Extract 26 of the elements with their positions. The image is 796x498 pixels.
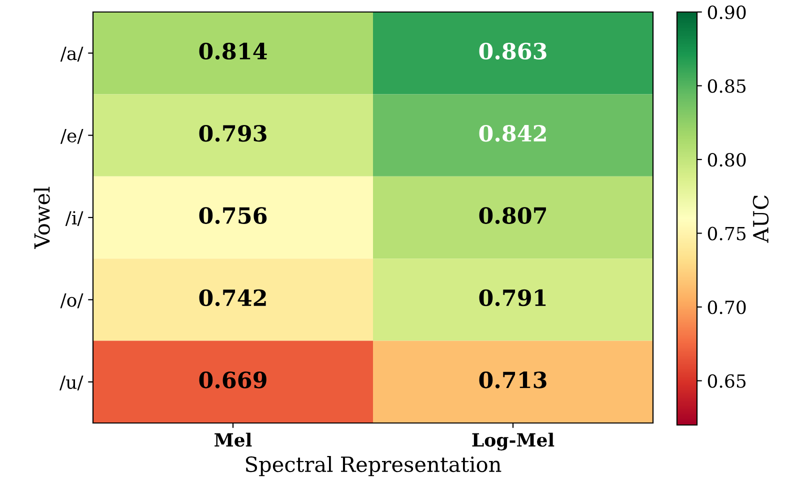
data-label: 0.713 (479, 372, 546, 388)
y-tick-label: /e/ (60, 128, 84, 144)
y-axis-title: Vowel (34, 186, 50, 249)
data-label: 0.791 (479, 289, 546, 306)
color-bar-label: 0.90 (708, 5, 746, 20)
data-label: 0.842 (479, 124, 546, 142)
x-tick-label: Mel (214, 432, 252, 447)
color-bar-title: AUC (752, 195, 769, 243)
color-bar-label: 0.80 (708, 152, 746, 167)
color-bar-label: 0.85 (708, 79, 746, 93)
data-label: 0.807 (479, 207, 546, 224)
color-bar-label: 0.65 (708, 374, 746, 388)
color-bar-label: 0.75 (708, 226, 746, 240)
x-axis-title: Spectral Representation (246, 456, 502, 476)
y-tick-label: /i/ (65, 211, 84, 226)
data-label: 0.669 (199, 372, 266, 388)
data-label: 0.814 (199, 42, 267, 60)
data-label: 0.742 (199, 289, 266, 306)
y-tick-label: /a/ (60, 46, 84, 62)
data-label: 0.756 (199, 207, 267, 224)
data-label: 0.863 (479, 42, 546, 60)
color-bar-label: 0.70 (708, 300, 746, 314)
y-tick-label: /o/ (60, 293, 84, 308)
x-tick-label: Log-Mel (472, 432, 554, 450)
data-label: 0.793 (199, 124, 266, 142)
y-tick-label: /u/ (59, 376, 84, 390)
